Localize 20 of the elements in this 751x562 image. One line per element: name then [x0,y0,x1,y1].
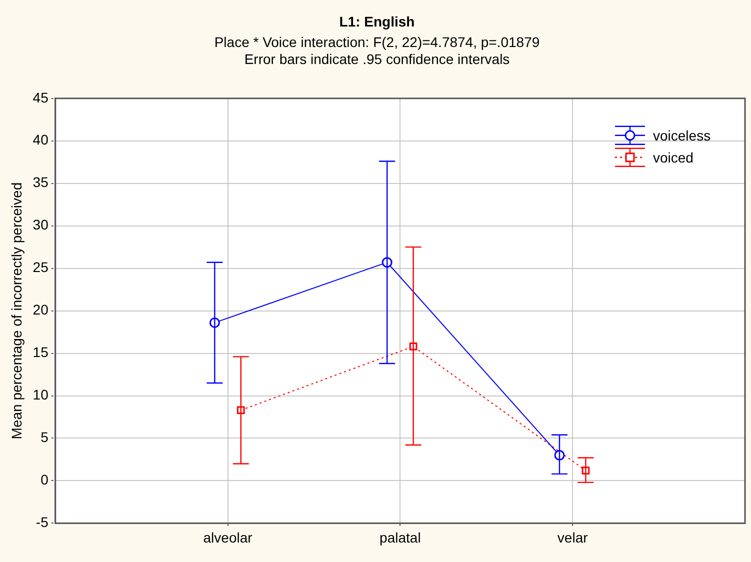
x-tick-label: palatal [380,529,421,546]
y-tick-label: 20 [32,302,49,318]
y-tick-label: -5 [36,514,49,530]
y-tick-label: 0 [40,472,49,488]
y-tick-label: 30 [32,216,49,233]
y-tick-label: 10 [32,386,49,403]
text: Error bars indicate .95 confidence intervals [244,50,510,67]
y-tick-label: 15 [32,344,49,360]
y-tick-label: 25 [32,259,49,276]
y-tick-label: 45 [32,89,49,106]
chart-subtitle: Place * Voice interaction: F(2, 22)=4.7874, p=.01879 [214,34,540,50]
x-tick-label: velar [557,529,588,546]
y-tick-label: 35 [32,174,49,190]
x-tick-label: alveolar [203,529,253,546]
y-tick-label: 5 [40,429,49,446]
chart-title: L1: English [339,13,415,30]
y-tick-label: 40 [32,132,49,148]
y-axis-title: Mean percentage of incorrectly perceived [8,182,24,440]
legend-label: voiced [653,149,694,166]
legend-label: voiceless [653,127,711,144]
